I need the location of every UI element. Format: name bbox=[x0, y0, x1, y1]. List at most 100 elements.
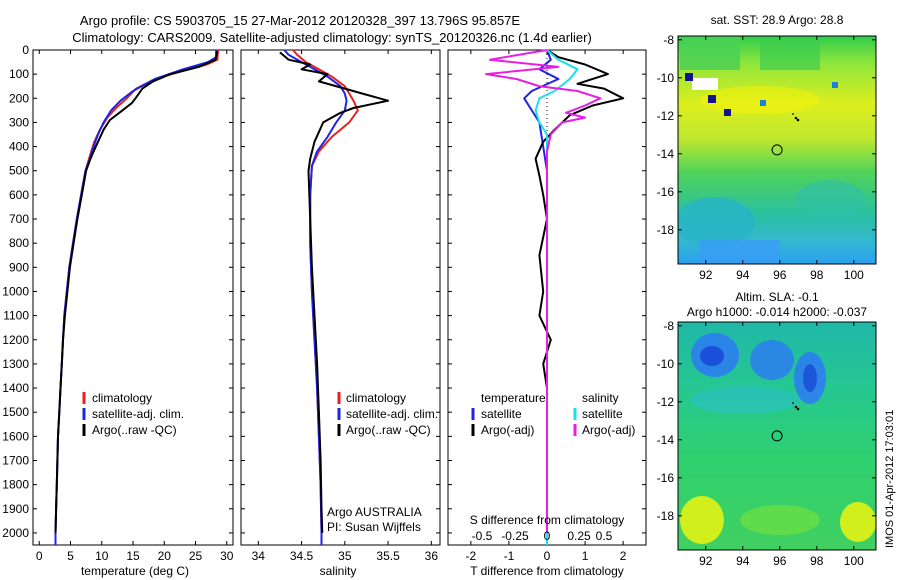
series-line-satellite-adj-clim bbox=[283, 49, 348, 545]
float-track-dot bbox=[794, 116, 798, 120]
latitude-tick-label: -16 bbox=[657, 185, 675, 199]
series-line-climatology bbox=[54, 49, 219, 545]
legend-label-satellite: satellite-adj. clim. bbox=[346, 407, 438, 421]
sla-map-ticks: 92 94 96 98 100 -8 -10 -12 -14 -16 -18 bbox=[657, 319, 876, 568]
sst-map-title: sat. SST: 28.9 Argo: 28.8 bbox=[711, 13, 844, 27]
x-tick-label: -2 bbox=[466, 549, 477, 563]
series-line-climatology bbox=[292, 49, 359, 545]
float-owner-label: Argo AUSTRALIA bbox=[327, 505, 422, 519]
sst-dark-blue-cell bbox=[708, 95, 716, 103]
s-difference-axis-title: S difference from climatology bbox=[470, 513, 625, 527]
series-line-argo-raw-qc bbox=[279, 51, 390, 533]
float-track-dots bbox=[792, 402, 800, 411]
temperature-panel: 0100200300400500600700800900100011001200… bbox=[2, 43, 233, 578]
x-tick-label: 20 bbox=[158, 549, 172, 563]
sst-missing-data-patch bbox=[692, 78, 718, 90]
legend-label-satellite: satellite-adj. clim. bbox=[92, 407, 184, 421]
temperature-legend: climatology satellite-adj. clim. Argo(..… bbox=[82, 391, 184, 437]
x-tick-label: 15 bbox=[126, 549, 140, 563]
legend-label-climatology: climatology bbox=[92, 391, 152, 405]
imos-watermark: IMOS 01-Apr-2012 17:03:01 bbox=[884, 410, 896, 548]
argo-position-marker bbox=[771, 144, 783, 156]
legend-temperature-title: temperature bbox=[481, 391, 546, 405]
sla-map-panel: Altim. SLA: -0.1 Argo h1000: -0.014 h200… bbox=[657, 290, 877, 568]
sla-map-title-line2: Argo h1000: -0.014 h2000: -0.037 bbox=[687, 305, 867, 319]
latitude-tick-label: -8 bbox=[663, 33, 674, 47]
s-difference-tick-labels: -0.5 -0.25 0 0.25 0.5 bbox=[472, 529, 613, 543]
salinity-legend: climatology satellite-adj. clim. Argo(..… bbox=[337, 391, 438, 437]
depth-tick-label: 1500 bbox=[2, 405, 29, 419]
latitude-tick-label: -12 bbox=[657, 395, 675, 409]
depth-tick-label: 1600 bbox=[2, 429, 29, 443]
series-line-t-argo-adj bbox=[534, 49, 625, 533]
float-track-dot bbox=[796, 118, 800, 122]
latitude-tick-label: -14 bbox=[657, 433, 675, 447]
legend-label-s-satellite: satellite bbox=[582, 407, 623, 421]
depth-tick-label: 900 bbox=[9, 260, 29, 274]
longitude-tick-label: 92 bbox=[699, 554, 713, 568]
longitude-tick-label: 98 bbox=[810, 554, 824, 568]
latitude-tick-label: -8 bbox=[663, 319, 674, 333]
depth-tick-label: 500 bbox=[9, 164, 29, 178]
depth-tick-label: 1200 bbox=[2, 333, 29, 347]
depth-tick-label: 1400 bbox=[2, 381, 29, 395]
x-tick-label: 2 bbox=[620, 549, 627, 563]
x-tick-label: 1 bbox=[582, 549, 589, 563]
argo-position-marker bbox=[771, 430, 783, 442]
difference-legend: temperature satellite Argo(-adj) salinit… bbox=[471, 391, 635, 437]
sst-map-panel: sat. SST: 28.9 Argo: 28.8 92 94 96 98 100 -8 -… bbox=[657, 13, 877, 282]
depth-tick-label: 1800 bbox=[2, 478, 29, 492]
depth-tick-label: 600 bbox=[9, 188, 29, 202]
x-tick-label: 35.5 bbox=[376, 549, 400, 563]
x-tick-label: 25 bbox=[189, 549, 203, 563]
sst-map-frame bbox=[677, 35, 877, 265]
latitude-tick-label: -16 bbox=[657, 471, 675, 485]
sst-map-ticks: 92 94 96 98 100 -8 -10 -12 -14 -16 -18 bbox=[657, 33, 876, 282]
s-tick-label: 0.25 bbox=[567, 529, 591, 543]
depth-tick-label: 1900 bbox=[2, 502, 29, 516]
longitude-tick-label: 100 bbox=[844, 554, 864, 568]
sst-dark-blue-cell bbox=[724, 109, 731, 116]
x-tick-label: 34.5 bbox=[290, 549, 314, 563]
float-pi-label: PI: Susan Wijffels bbox=[327, 520, 421, 534]
legend-salinity-title: salinity bbox=[582, 391, 619, 405]
longitude-tick-label: 92 bbox=[699, 268, 713, 282]
longitude-tick-label: 96 bbox=[773, 554, 787, 568]
depth-tick-label: 100 bbox=[9, 67, 29, 81]
latitude-tick-label: -10 bbox=[657, 71, 675, 85]
salinity-x-axis: 34 34.5 35 35.5 36 bbox=[252, 50, 438, 563]
temperature-x-label: temperature (deg C) bbox=[81, 564, 189, 578]
legend-label-climatology: climatology bbox=[346, 391, 406, 405]
depth-tick-label: 1700 bbox=[2, 453, 29, 467]
x-tick-label: -1 bbox=[504, 549, 515, 563]
legend-label-s-argo: Argo(-adj) bbox=[582, 423, 635, 437]
depth-tick-label: 800 bbox=[9, 236, 29, 250]
latitude-tick-label: -10 bbox=[657, 357, 675, 371]
sst-dark-blue-cell bbox=[760, 100, 766, 106]
depth-tick-label: 200 bbox=[9, 91, 29, 105]
depth-tick-label: 2000 bbox=[2, 526, 29, 540]
longitude-tick-label: 100 bbox=[844, 268, 864, 282]
depth-tick-label: 300 bbox=[9, 115, 29, 129]
sla-map-title-line1: Altim. SLA: -0.1 bbox=[735, 290, 819, 304]
t-difference-x-label: T difference from climatology bbox=[470, 564, 624, 578]
depth-tick-label: 1000 bbox=[2, 284, 29, 298]
figure-title-line2: Climatology: CARS2009. Satellite-adjuste… bbox=[72, 30, 592, 45]
series-line-s-argo-adj bbox=[485, 49, 602, 533]
sst-dark-blue-cell bbox=[685, 73, 693, 81]
depth-tick-label: 1100 bbox=[3, 309, 29, 323]
sst-map-field bbox=[678, 36, 876, 264]
salinity-depth-ticks bbox=[241, 49, 440, 534]
salinity-axes-frame bbox=[240, 49, 441, 546]
difference-depth-ticks bbox=[448, 49, 646, 534]
temperature-x-axis: 0 5 10 15 20 25 30 bbox=[36, 50, 234, 563]
series-line-satellite-adj-clim bbox=[54, 50, 218, 545]
s-tick-label: 0 bbox=[544, 529, 551, 543]
x-tick-label: 5 bbox=[67, 549, 74, 563]
x-tick-label: 35 bbox=[338, 549, 352, 563]
latitude-tick-label: -14 bbox=[657, 147, 675, 161]
depth-tick-label: 700 bbox=[9, 212, 29, 226]
float-track-dot bbox=[792, 113, 794, 115]
sst-dark-blue-cell bbox=[832, 82, 838, 88]
